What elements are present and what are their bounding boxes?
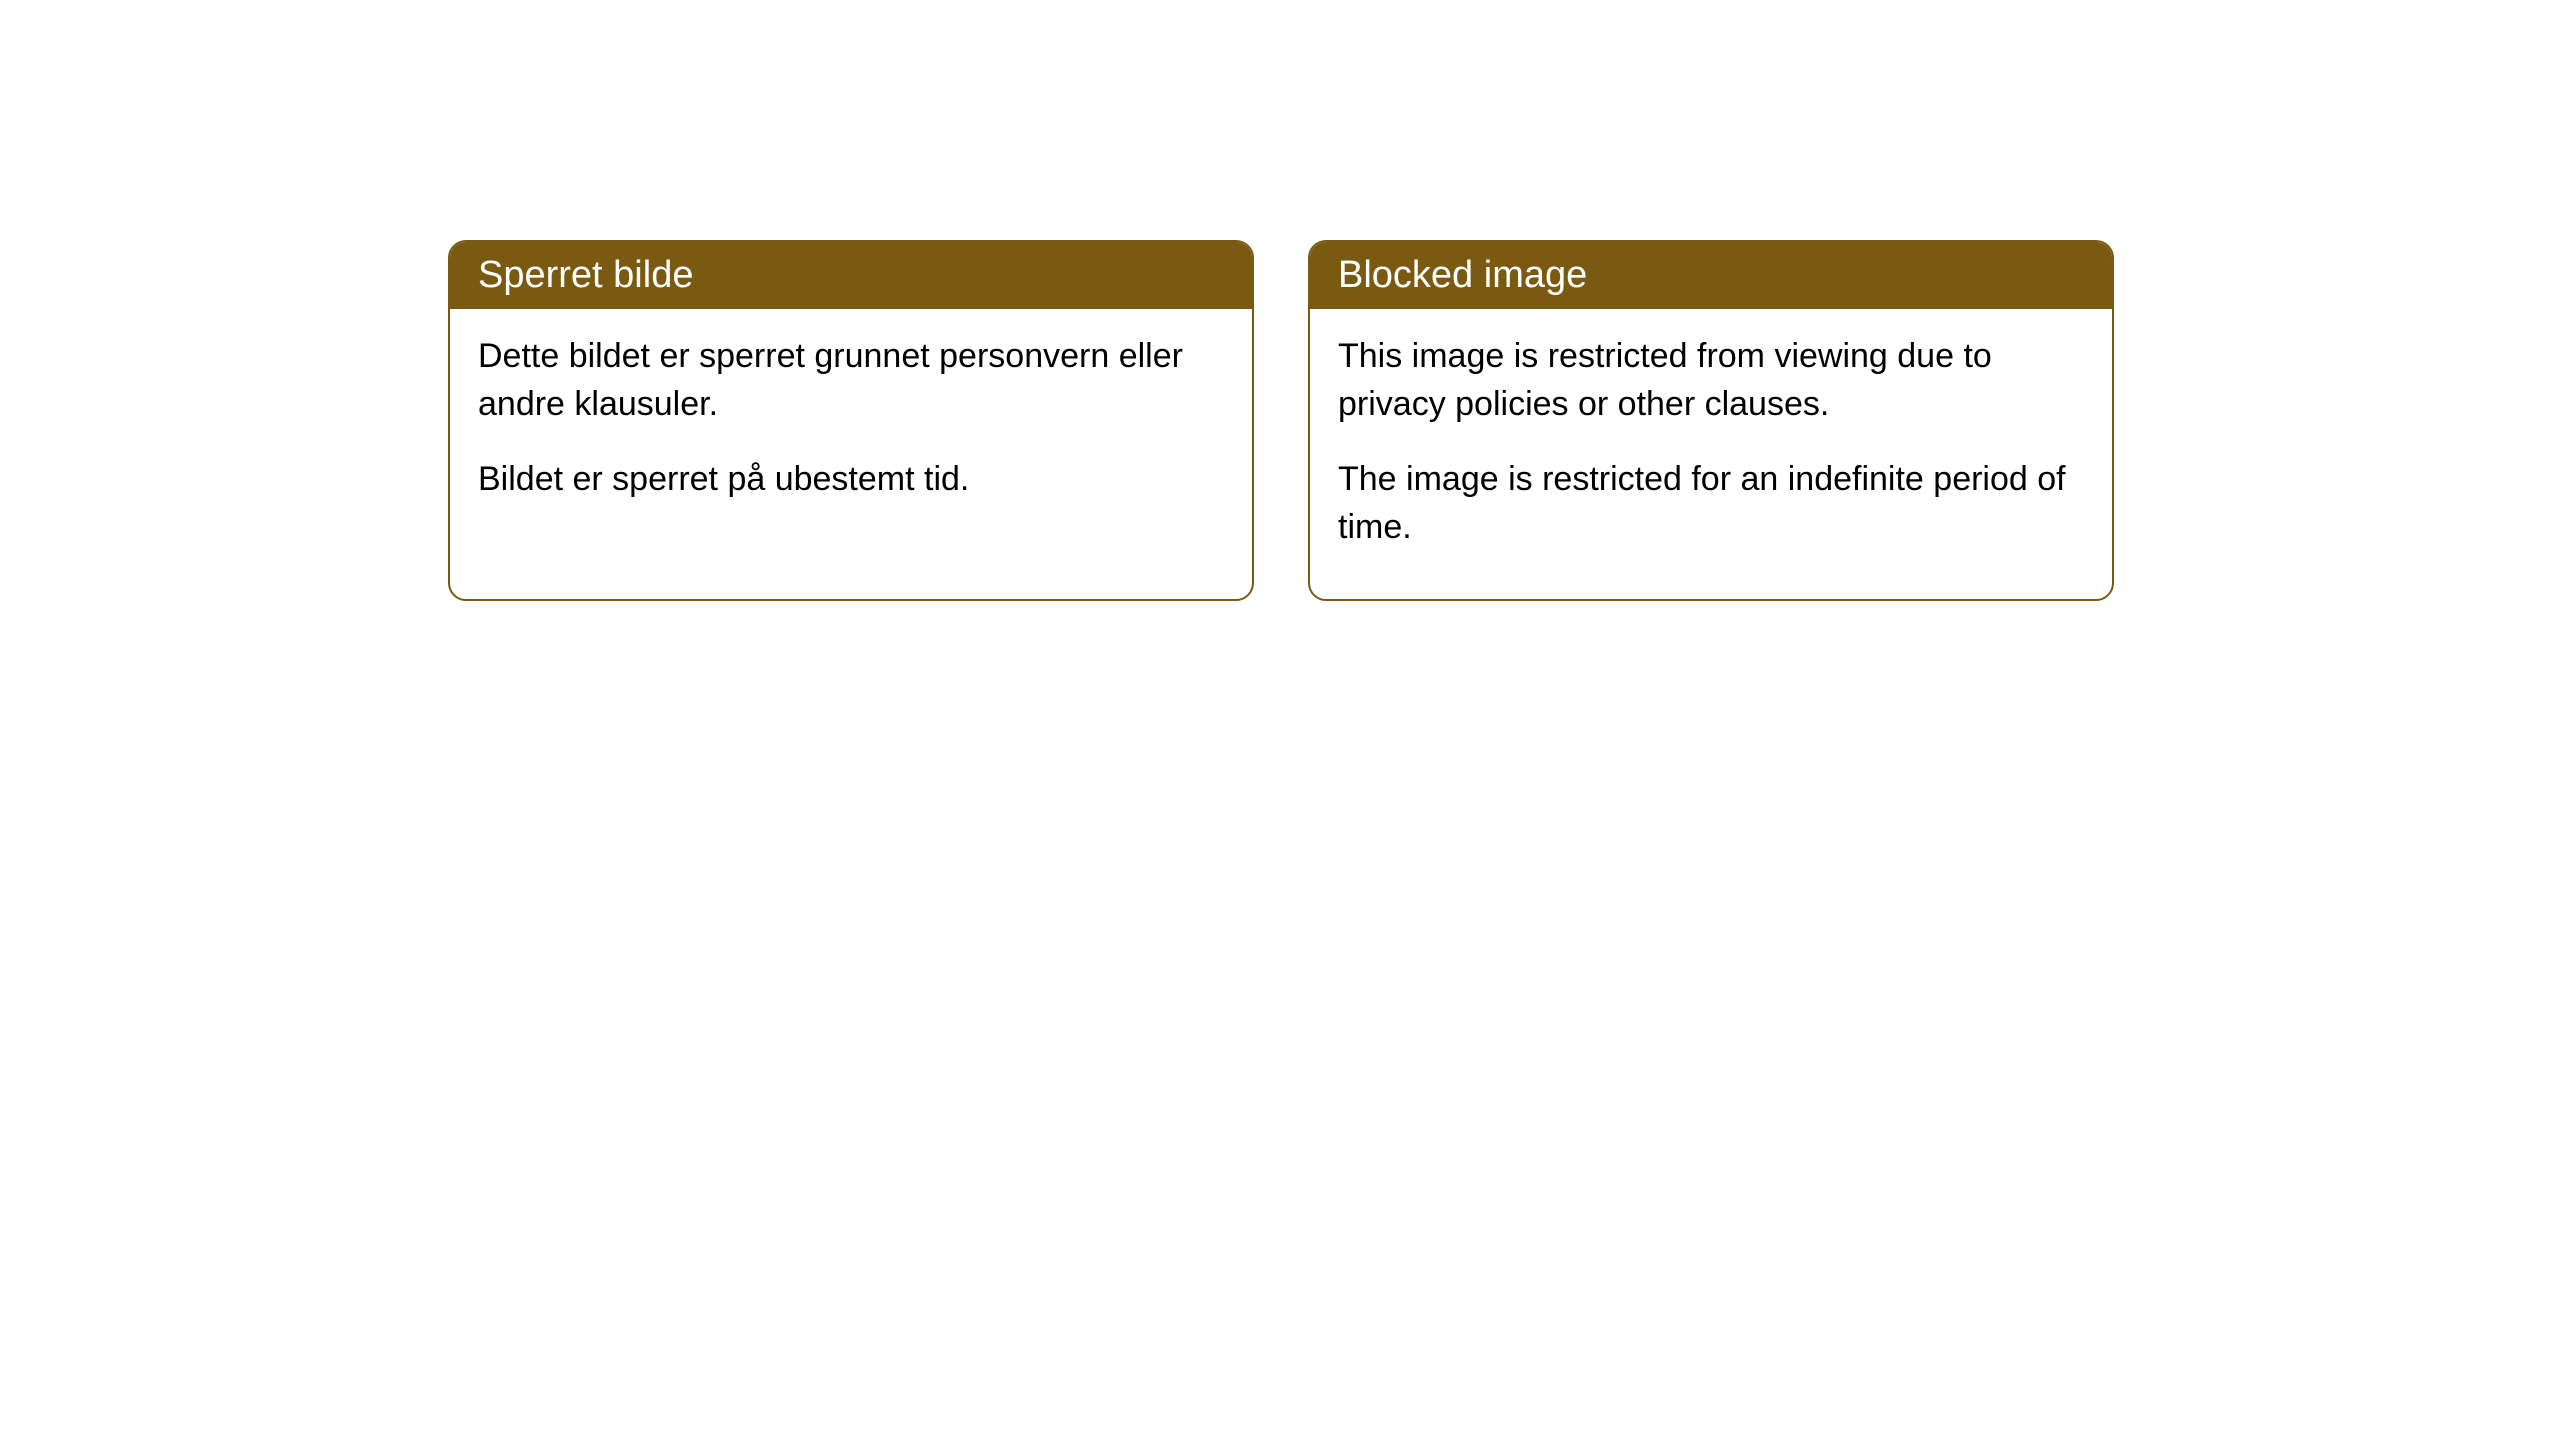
card-header: Blocked image [1310, 242, 2112, 309]
card-body: This image is restricted from viewing du… [1310, 309, 2112, 599]
card-paragraph: Dette bildet er sperret grunnet personve… [478, 333, 1224, 428]
card-header: Sperret bilde [450, 242, 1252, 309]
card-title: Sperret bilde [478, 254, 693, 296]
notice-cards-container: Sperret bilde Dette bildet er sperret gr… [448, 240, 2114, 601]
card-paragraph: The image is restricted for an indefinit… [1338, 456, 2084, 551]
card-title: Blocked image [1338, 254, 1587, 296]
notice-card-norwegian: Sperret bilde Dette bildet er sperret gr… [448, 240, 1254, 601]
notice-card-english: Blocked image This image is restricted f… [1308, 240, 2114, 601]
card-paragraph: Bildet er sperret på ubestemt tid. [478, 456, 1224, 504]
card-paragraph: This image is restricted from viewing du… [1338, 333, 2084, 428]
card-body: Dette bildet er sperret grunnet personve… [450, 309, 1252, 552]
